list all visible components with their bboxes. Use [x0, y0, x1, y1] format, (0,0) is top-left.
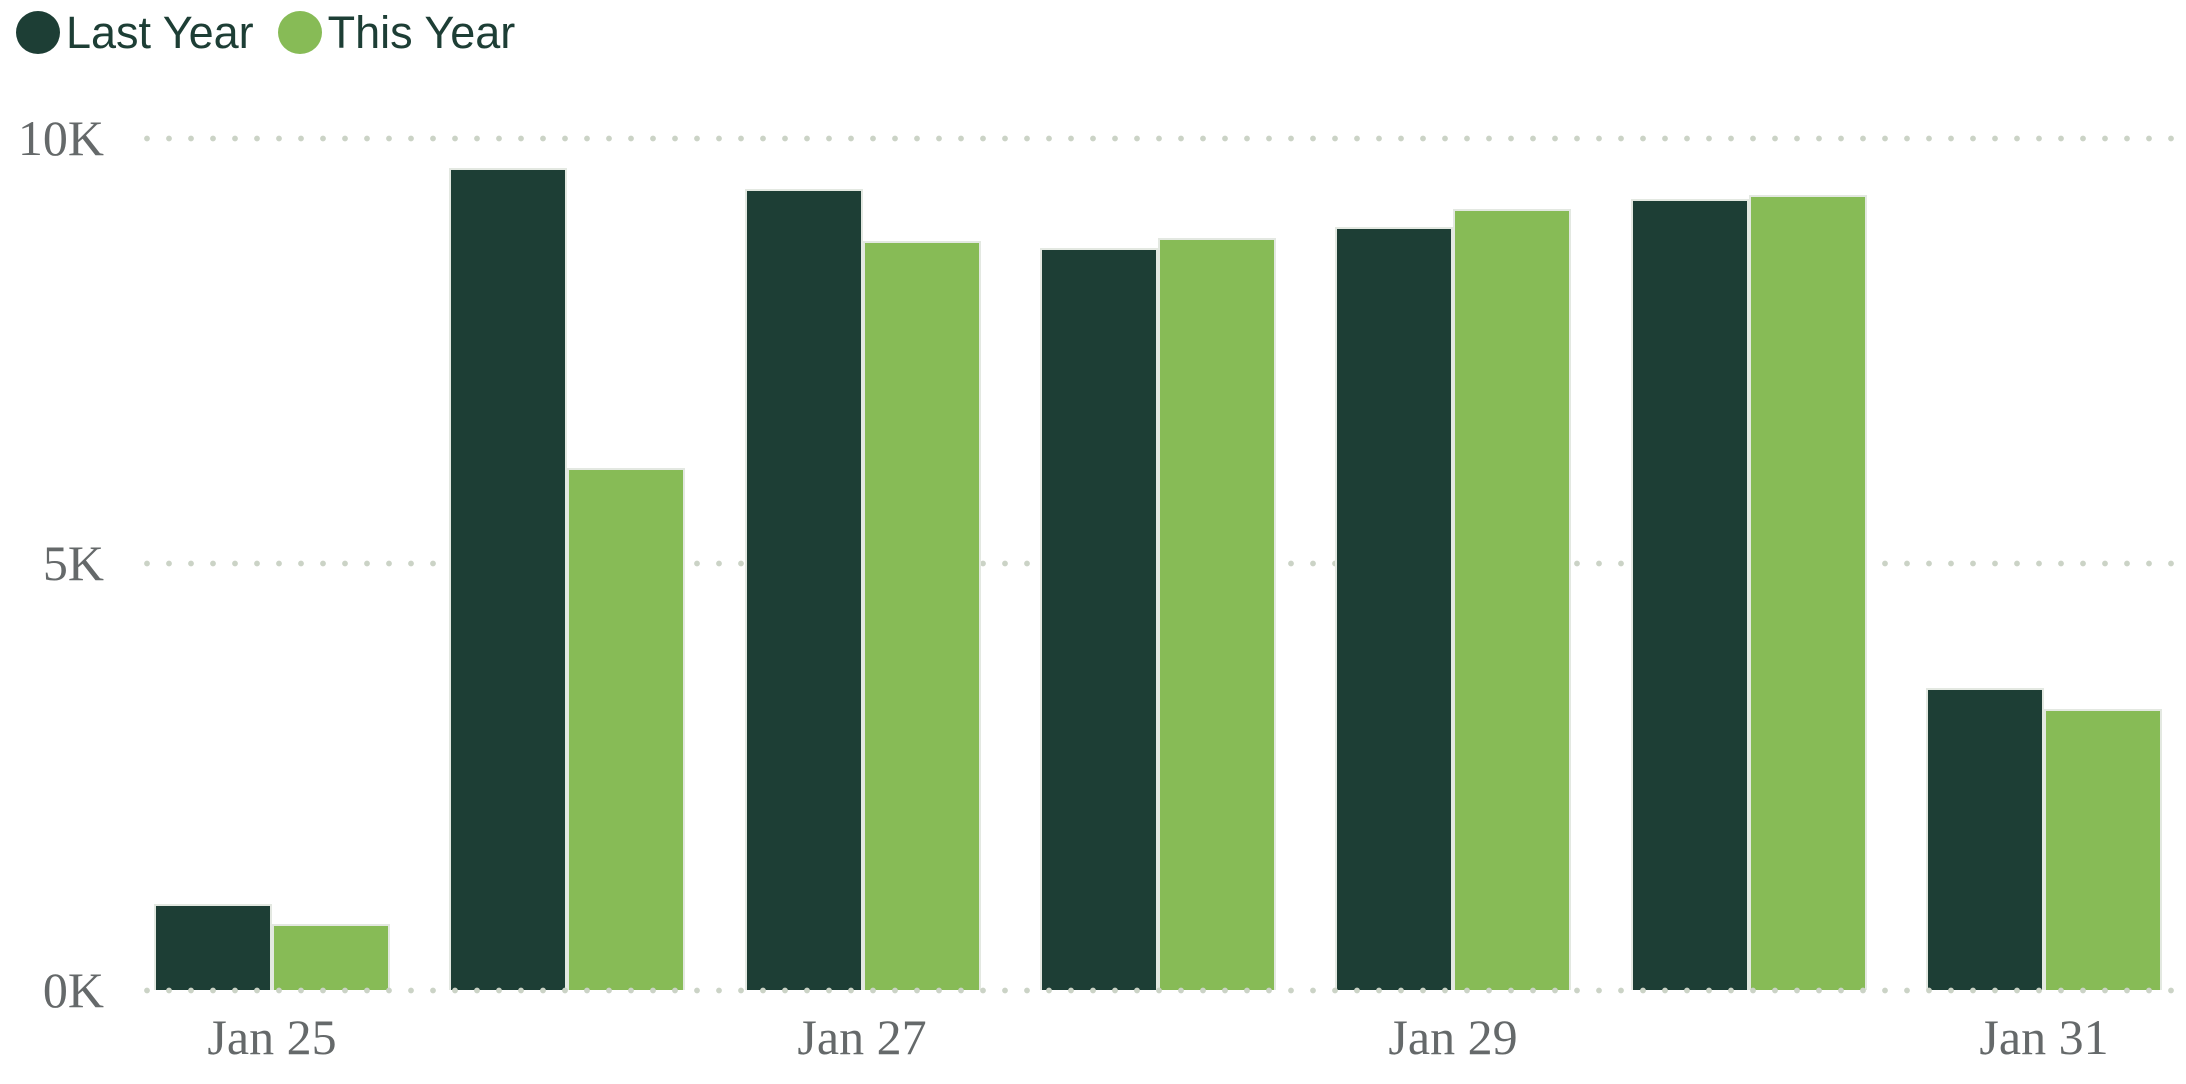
gridline-10k — [130, 135, 2176, 142]
bar-this-year[interactable] — [1158, 238, 1276, 990]
plot-area — [130, 135, 2176, 994]
bar-this-year[interactable] — [863, 241, 981, 990]
legend-swatch-last-year-icon — [16, 11, 60, 55]
bar-group-jan-27 — [745, 189, 981, 990]
y-tick-10k: 10K — [17, 110, 104, 166]
y-axis: 10K 5K 0K — [0, 0, 104, 1084]
bar-group-jan-29 — [1335, 209, 1571, 990]
x-axis: Jan 25 Jan 27 Jan 29 Jan 31 — [130, 1002, 2176, 1082]
bar-this-year[interactable] — [567, 468, 685, 990]
bar-group-1 — [449, 168, 685, 990]
bar-group-3 — [1040, 238, 1276, 990]
x-tick-jan-25: Jan 25 — [207, 1009, 337, 1065]
bar-this-year[interactable] — [272, 924, 390, 990]
x-tick-jan-29: Jan 29 — [1388, 1009, 1518, 1065]
bar-last-year[interactable] — [745, 189, 863, 990]
bar-group-5 — [1631, 195, 1867, 990]
legend-item-this-year[interactable]: This Year — [277, 7, 516, 58]
legend: Last Year This Year — [16, 8, 515, 58]
bar-this-year[interactable] — [2044, 709, 2162, 990]
legend-item-last-year[interactable]: Last Year — [16, 8, 254, 58]
y-tick-0k: 0K — [42, 962, 104, 1018]
bar-last-year[interactable] — [1335, 227, 1453, 990]
bar-this-year[interactable] — [1749, 195, 1867, 990]
y-tick-5k: 5K — [42, 535, 104, 591]
legend-label-this-year: This Year — [327, 7, 516, 58]
bar-last-year[interactable] — [1040, 248, 1158, 990]
bar-group-jan-31 — [1926, 688, 2162, 990]
bar-group-jan-25 — [154, 904, 390, 990]
x-tick-jan-31: Jan 31 — [1979, 1009, 2109, 1065]
bar-last-year[interactable] — [1926, 688, 2044, 990]
legend-swatch-this-year-icon — [277, 11, 322, 55]
x-tick-jan-27: Jan 27 — [797, 1009, 927, 1065]
bar-last-year[interactable] — [1631, 199, 1749, 990]
bar-this-year[interactable] — [1453, 209, 1571, 990]
bar-last-year[interactable] — [154, 904, 272, 990]
bar-last-year[interactable] — [449, 168, 567, 990]
legend-label-last-year: Last Year — [66, 7, 254, 58]
